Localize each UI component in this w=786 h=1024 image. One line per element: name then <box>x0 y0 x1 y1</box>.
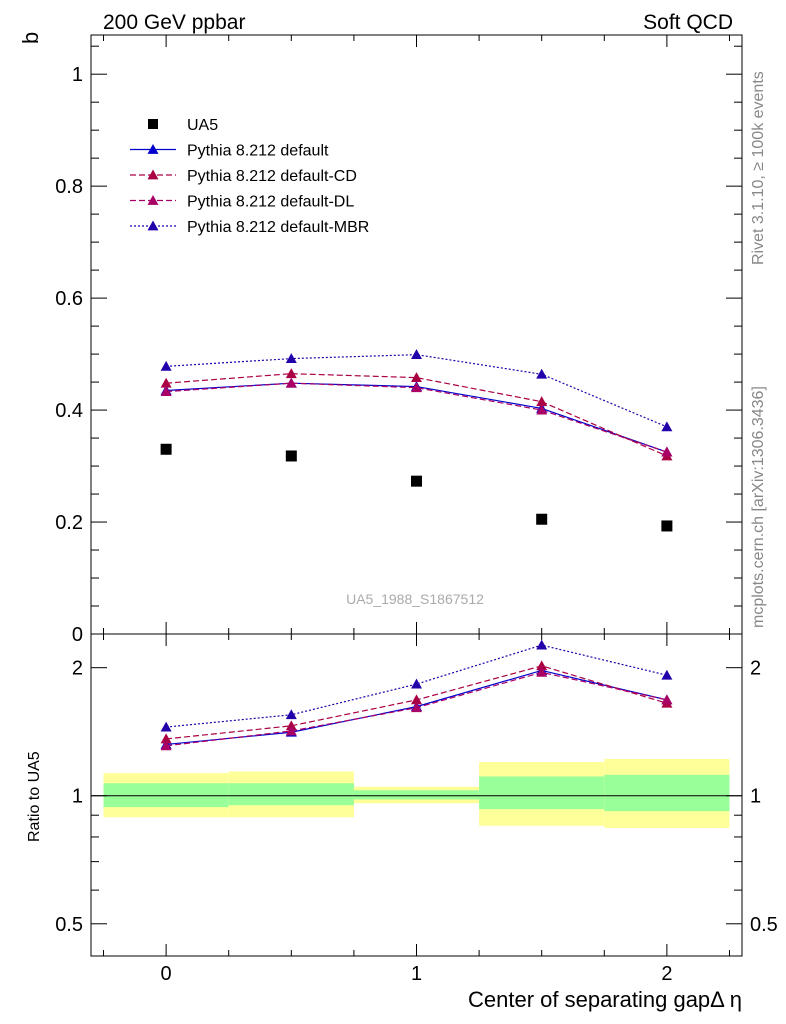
data-point-series-2 <box>536 396 548 407</box>
x-tick-label: 2 <box>661 963 672 985</box>
data-point-series-2 <box>285 368 297 379</box>
y-tick-label: 1 <box>72 64 83 86</box>
main-y-axis-label: b <box>18 32 43 44</box>
ratio-y-tick-label-right: 2 <box>750 658 761 680</box>
ratio-data-point-series-2 <box>160 740 172 751</box>
main-axes: 0 0.2 0.4 0.6 0.8 1 <box>55 34 743 646</box>
data-point-series-4 <box>160 360 172 371</box>
ratio-data-point-series-2 <box>661 694 673 705</box>
data-point-series-3 <box>160 386 172 397</box>
legend-marker-ua5 <box>148 119 158 129</box>
ratio-data-point-series-3 <box>411 678 422 689</box>
data-point-series-3 <box>285 377 297 388</box>
ratio-data-point-series-1 <box>285 720 297 731</box>
x-axis-label: Center of separating gapΔ η <box>468 987 742 1012</box>
data-point-series-2 <box>411 372 422 383</box>
ratio-y-tick-label-right: 1 <box>750 786 761 808</box>
series-line-2 <box>166 373 668 457</box>
y-tick-label: 0 <box>72 624 83 646</box>
ratio-uncertainty-bands <box>103 758 730 828</box>
band-inner-0 <box>103 783 229 808</box>
legend-marker-4 <box>147 220 159 231</box>
legend: UA5 Pythia 8.212 default Pythia 8.212 defa… <box>130 117 369 236</box>
ratio-data-point-series-3 <box>160 721 172 732</box>
ratio-y-tick-label-left: 0.5 <box>55 914 83 936</box>
ratio-data-point-series-3 <box>661 669 673 680</box>
y-tick-label: 0.8 <box>55 176 83 198</box>
ratio-y-tick-label-left: 2 <box>72 658 83 680</box>
legend-marker-1 <box>147 144 159 154</box>
side-label-rivet: Rivet 3.1.10, ≥ 100k events <box>750 71 767 265</box>
ratio-data-point-series-2 <box>285 725 297 736</box>
ratio-data-point-series-2 <box>411 702 422 713</box>
data-point-series-4 <box>285 353 297 363</box>
band-inner-1 <box>228 783 354 806</box>
data-point-series-3 <box>661 446 673 457</box>
y-tick-label: 0.2 <box>55 512 83 534</box>
ratio-data-point-series-1 <box>160 733 172 744</box>
data-point-ua5 <box>160 443 172 455</box>
data-point-series-2 <box>160 377 172 388</box>
data-point-ua5 <box>536 513 548 525</box>
y-tick-label: 0.6 <box>55 288 83 310</box>
band-inner-4 <box>604 774 730 812</box>
ratio-data-point-series-1 <box>536 660 548 671</box>
legend-label-3: Pythia 8.212 default-DL <box>187 194 354 211</box>
legend-marker-3 <box>147 195 159 205</box>
band-inner-2 <box>353 790 480 800</box>
legend-label-0: UA5 <box>187 117 218 134</box>
data-point-ua5 <box>285 450 297 462</box>
ratio-data-point-series-3 <box>285 709 297 720</box>
x-tick-label: 1 <box>411 963 422 985</box>
legend-label-4: Pythia 8.212 default-MBR <box>187 219 369 236</box>
header-left-title: 200 GeV ppbar <box>103 11 245 34</box>
series-line-1 <box>166 382 668 453</box>
ratio-data-point-series-2 <box>536 666 548 677</box>
ratio-series-line-3 <box>166 644 668 728</box>
data-point-series-3 <box>536 404 548 415</box>
ratio-data-point-series-1 <box>411 694 422 705</box>
ratio-axes: 0.5 0.5 1 1 2 2 0 1 2 <box>55 633 778 985</box>
data-point-series-3 <box>411 382 422 393</box>
watermark: UA5_1988_S1867512 <box>346 591 484 607</box>
ratio-y-tick-label-left: 1 <box>72 786 83 808</box>
series-line-3 <box>166 382 668 453</box>
data-point-ua5 <box>411 475 422 487</box>
data-point-series-4 <box>661 421 673 432</box>
ratio-data-point-series-3 <box>536 639 548 650</box>
data-point-series-4 <box>536 368 548 379</box>
data-point-ua5 <box>661 520 673 532</box>
ratio-series-layer <box>160 639 673 751</box>
side-label-mcplots: mcplots.cern.ch [arXiv:1306.3436] <box>750 386 767 628</box>
ratio-y-axis-label: Ratio to UA5 <box>26 751 43 842</box>
band-inner-3 <box>479 776 605 810</box>
legend-marker-2 <box>147 169 159 180</box>
legend-label-1: Pythia 8.212 default <box>187 143 329 160</box>
data-point-series-4 <box>411 349 422 360</box>
main-series-layer <box>160 349 673 532</box>
x-tick-label: 0 <box>161 963 172 985</box>
legend-label-2: Pythia 8.212 default-CD <box>187 168 357 185</box>
header-right-title: Soft QCD <box>643 11 733 34</box>
y-tick-label: 0.4 <box>55 400 83 422</box>
ratio-y-tick-label-right: 0.5 <box>750 914 778 936</box>
